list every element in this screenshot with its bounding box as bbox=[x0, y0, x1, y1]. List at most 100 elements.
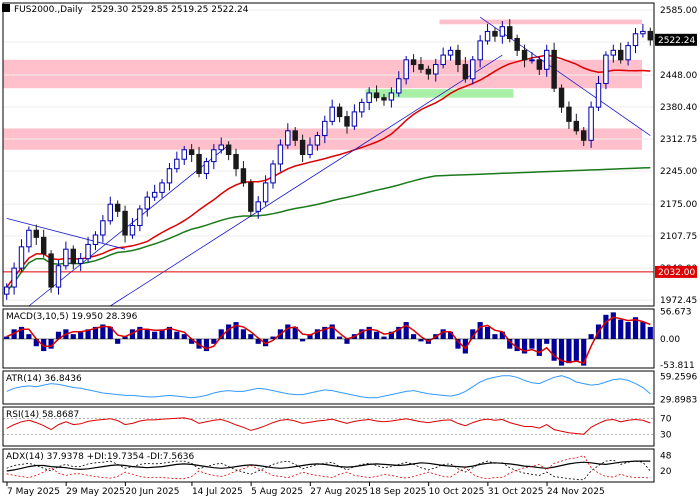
candle-body bbox=[529, 59, 535, 62]
candle-body bbox=[292, 130, 298, 141]
macd-bar bbox=[270, 336, 276, 339]
macd-bar bbox=[529, 338, 535, 349]
macd-bar bbox=[410, 334, 417, 339]
macd-bar bbox=[373, 331, 380, 339]
candle-body bbox=[188, 149, 195, 155]
macd-bar bbox=[573, 338, 579, 361]
atr-pane-frame bbox=[2, 370, 655, 405]
adx-y-tick: 48 bbox=[660, 452, 672, 462]
candle-body bbox=[625, 45, 631, 61]
y-tick-label: 2107.75 bbox=[660, 232, 697, 242]
candle-body bbox=[359, 101, 365, 113]
candle-body bbox=[218, 144, 224, 151]
candle-body bbox=[255, 201, 261, 212]
candle-body bbox=[181, 149, 187, 160]
candle-body bbox=[551, 49, 557, 89]
candle-body bbox=[248, 182, 254, 212]
macd-bar bbox=[144, 329, 150, 339]
macd-bar bbox=[181, 334, 187, 339]
candle-body bbox=[63, 248, 69, 267]
macd-bar bbox=[41, 338, 47, 352]
rsi-pane-frame bbox=[2, 406, 655, 447]
macd-bar bbox=[418, 338, 424, 342]
candle-body bbox=[196, 154, 202, 174]
candle-body bbox=[521, 49, 528, 61]
candle-body bbox=[344, 116, 350, 127]
candle-body bbox=[18, 246, 25, 269]
macd-bar bbox=[337, 336, 343, 339]
candle-body bbox=[558, 87, 565, 108]
macd-bar bbox=[588, 334, 594, 339]
atr-line bbox=[6, 375, 651, 399]
candle-body bbox=[129, 225, 136, 236]
candle-body bbox=[484, 30, 491, 42]
macd-bar bbox=[70, 334, 76, 339]
candle-body bbox=[85, 243, 91, 260]
macd-bar bbox=[499, 331, 505, 339]
candle-body bbox=[617, 49, 624, 61]
macd-bar bbox=[359, 329, 365, 339]
macd-bar bbox=[285, 324, 291, 339]
x-tick-label: 7 May 2025 bbox=[7, 487, 60, 497]
minus-di-line bbox=[6, 455, 651, 480]
candle-body bbox=[544, 49, 550, 70]
rsi-y-tick: 30 bbox=[660, 430, 672, 440]
macd-bar bbox=[189, 338, 195, 344]
x-tick-label: 20 Jun 2025 bbox=[125, 487, 179, 497]
candle-body bbox=[114, 203, 121, 212]
candle-body bbox=[403, 59, 409, 80]
x-tick-label: 10 Oct 2025 bbox=[429, 487, 485, 497]
candle-body bbox=[151, 191, 158, 198]
candle-body bbox=[270, 163, 276, 184]
candle-body bbox=[507, 26, 513, 40]
adx-line bbox=[6, 460, 651, 472]
candle-body bbox=[277, 144, 284, 165]
macd-bar bbox=[381, 336, 387, 339]
macd-bar bbox=[566, 338, 572, 364]
trendline bbox=[28, 144, 229, 307]
candle-body bbox=[233, 154, 239, 170]
macd-bar bbox=[211, 338, 217, 344]
macd-bar bbox=[462, 338, 468, 354]
x-tick-label: 29 May 2025 bbox=[66, 487, 125, 497]
rsi-title: RSI(14) 58.8687 bbox=[6, 410, 79, 420]
candle-body bbox=[107, 203, 113, 222]
macd-bar bbox=[492, 334, 498, 339]
macd-bar bbox=[92, 326, 99, 339]
macd-bar bbox=[625, 322, 631, 339]
resistance-zone-0 bbox=[439, 19, 642, 25]
macd-bar bbox=[240, 329, 247, 339]
macd-signal-line bbox=[6, 316, 651, 365]
candle-body bbox=[573, 120, 580, 132]
candle-body bbox=[366, 92, 372, 103]
candle-body bbox=[396, 78, 402, 94]
candle-body bbox=[225, 144, 232, 155]
macd-bar bbox=[174, 331, 180, 339]
y-tick-label: 1972.45 bbox=[660, 296, 697, 306]
y-tick-label: 2448.00 bbox=[660, 71, 697, 81]
candle-body bbox=[388, 92, 395, 101]
rsi-line bbox=[6, 417, 651, 435]
candle-body bbox=[536, 59, 543, 70]
macd-bar bbox=[544, 338, 550, 344]
candle-body bbox=[566, 106, 572, 122]
macd-bar bbox=[55, 331, 62, 339]
macd-bar bbox=[255, 338, 261, 344]
candle-body bbox=[314, 135, 321, 146]
macd-bar bbox=[18, 326, 25, 339]
candle-body bbox=[285, 130, 291, 146]
rsi-y-tick: 70 bbox=[660, 415, 672, 425]
macd-bar bbox=[477, 322, 483, 339]
candle-body bbox=[174, 158, 180, 170]
macd-bar bbox=[233, 322, 239, 339]
candle-body bbox=[492, 30, 498, 37]
candle-body bbox=[447, 49, 454, 56]
macd-bar bbox=[107, 326, 113, 339]
candle-body bbox=[433, 64, 439, 75]
macd-bar bbox=[514, 338, 520, 352]
candle-body bbox=[240, 168, 247, 184]
collapse-icon[interactable] bbox=[2, 4, 10, 12]
candle-body bbox=[477, 40, 483, 61]
macd-pane-frame bbox=[2, 308, 655, 369]
